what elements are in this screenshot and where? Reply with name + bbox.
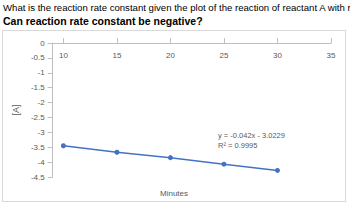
- svg-text:-1.5: -1.5: [31, 83, 45, 92]
- svg-text:0: 0: [40, 39, 45, 48]
- html-text:Can reaction rate constant be: Can reaction rate constant be negative?: [3, 15, 203, 27]
- svg-text:-4.5: -4.5: [31, 173, 45, 182]
- svg-text:30: 30: [273, 51, 282, 60]
- svg-text:y = -0.042x - 3.0229: y = -0.042x - 3.0229: [218, 131, 285, 140]
- svg-text:-0.5: -0.5: [31, 53, 45, 62]
- svg-text:-1: -1: [38, 68, 46, 77]
- svg-text:[A]: [A]: [11, 104, 21, 115]
- svg-text:-2: -2: [38, 98, 46, 107]
- svg-text:-3.5: -3.5: [31, 143, 45, 152]
- svg-text:35: 35: [327, 51, 336, 60]
- svg-text:15: 15: [112, 51, 121, 60]
- svg-text:20: 20: [166, 51, 175, 60]
- svg-text:R² = 0.9995: R² = 0.9995: [218, 141, 257, 150]
- svg-text:10: 10: [59, 51, 68, 60]
- svg-text:-4: -4: [38, 158, 46, 167]
- svg-text:Minutes: Minutes: [160, 189, 188, 198]
- svg-text:25: 25: [220, 51, 229, 60]
- svg-text:-2.5: -2.5: [31, 113, 45, 122]
- svg-text:-3: -3: [38, 128, 46, 137]
